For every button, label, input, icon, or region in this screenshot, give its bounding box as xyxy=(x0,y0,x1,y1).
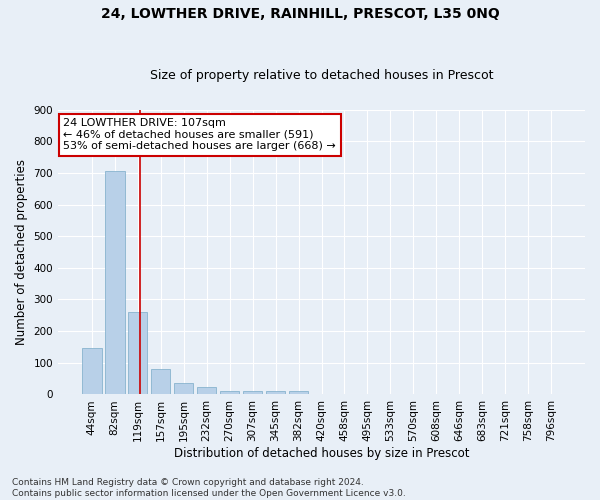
Bar xyxy=(174,383,193,394)
Bar xyxy=(289,392,308,394)
Bar xyxy=(197,388,217,394)
Title: Size of property relative to detached houses in Prescot: Size of property relative to detached ho… xyxy=(150,69,493,82)
Text: Contains HM Land Registry data © Crown copyright and database right 2024.
Contai: Contains HM Land Registry data © Crown c… xyxy=(12,478,406,498)
Text: 24 LOWTHER DRIVE: 107sqm
← 46% of detached houses are smaller (591)
53% of semi-: 24 LOWTHER DRIVE: 107sqm ← 46% of detach… xyxy=(64,118,336,152)
Bar xyxy=(128,312,148,394)
Text: 24, LOWTHER DRIVE, RAINHILL, PRESCOT, L35 0NQ: 24, LOWTHER DRIVE, RAINHILL, PRESCOT, L3… xyxy=(101,8,499,22)
Bar xyxy=(266,390,286,394)
Bar xyxy=(220,390,239,394)
Bar xyxy=(105,171,125,394)
Y-axis label: Number of detached properties: Number of detached properties xyxy=(15,159,28,345)
X-axis label: Distribution of detached houses by size in Prescot: Distribution of detached houses by size … xyxy=(174,447,469,460)
Bar xyxy=(243,390,262,394)
Bar xyxy=(151,368,170,394)
Bar xyxy=(82,348,101,395)
